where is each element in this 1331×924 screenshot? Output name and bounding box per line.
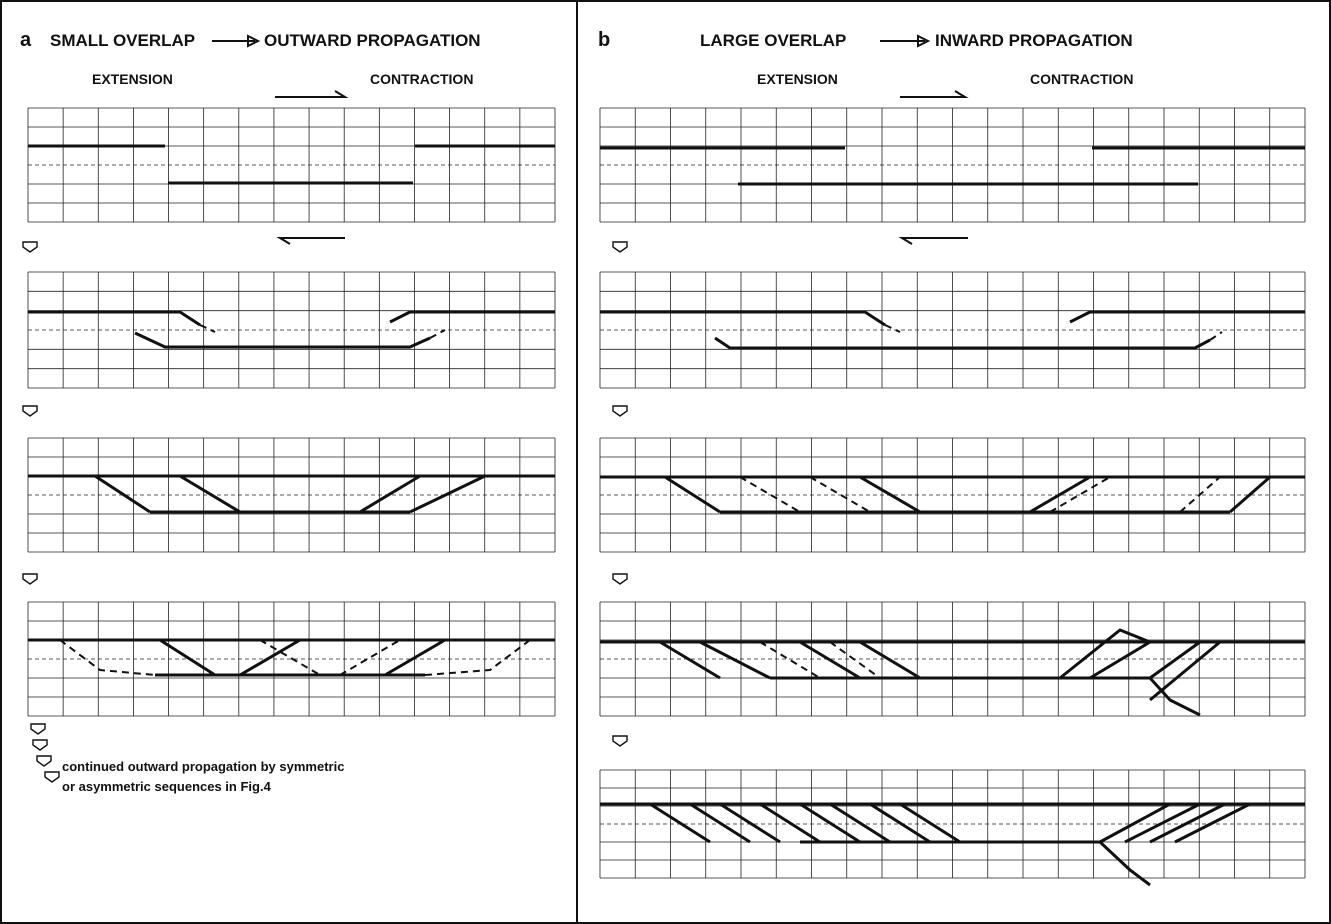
panel-letter: b [598, 29, 610, 51]
step-arrow [32, 739, 48, 751]
fault [1069, 310, 1305, 324]
fault [429, 329, 446, 339]
fault [714, 336, 1211, 350]
side-label: EXTENSION [757, 71, 838, 87]
panel-title: INWARD PROPAGATION [935, 31, 1133, 50]
note: continued outward propagation by symmetr… [62, 759, 344, 774]
fault [739, 476, 801, 513]
step-arrow [612, 241, 628, 253]
fault [829, 802, 891, 844]
note: or asymmetric sequences in Fig.4 [62, 779, 272, 794]
fault [359, 474, 421, 514]
side-label: CONTRACTION [1030, 71, 1133, 87]
panel-letter: a [20, 29, 32, 51]
slip-arrow [276, 237, 345, 245]
fault [699, 640, 771, 680]
fault [664, 475, 721, 514]
side-label: CONTRACTION [370, 71, 473, 87]
fault [1089, 640, 1151, 680]
fault [159, 638, 216, 677]
fault [1098, 840, 1151, 887]
fault [1148, 676, 1201, 717]
step-arrow [22, 241, 38, 253]
fault [1059, 628, 1151, 680]
fault [809, 476, 871, 513]
fault [409, 474, 486, 514]
fault [389, 310, 555, 324]
fault [424, 639, 531, 676]
fault [689, 802, 751, 844]
fault [179, 474, 241, 514]
fault [1209, 331, 1223, 341]
fault [1174, 802, 1251, 844]
fault [28, 310, 201, 327]
fault [1149, 640, 1201, 680]
fault [339, 639, 401, 676]
fault [384, 638, 446, 677]
fault [899, 802, 961, 844]
fault [1099, 802, 1171, 844]
fault [869, 802, 931, 844]
fault [600, 310, 886, 327]
fault [884, 324, 901, 333]
step-arrow [22, 405, 38, 417]
step-arrow [612, 405, 628, 417]
fault [239, 638, 301, 677]
fault [1124, 802, 1201, 844]
fault [1179, 476, 1221, 513]
slip-arrow [898, 237, 968, 245]
title-arrow [212, 34, 261, 48]
step-arrow [30, 723, 46, 735]
fault [59, 639, 156, 676]
panel-title: OUTWARD PROPAGATION [264, 31, 481, 50]
step-arrow [612, 735, 628, 747]
fault [799, 802, 861, 844]
side-label: EXTENSION [92, 71, 173, 87]
panel-title: LARGE OVERLAP [700, 31, 846, 50]
fault [719, 802, 781, 844]
fault [649, 802, 711, 844]
fault [94, 474, 151, 514]
step-arrow [22, 573, 38, 585]
fault [859, 640, 921, 680]
fault [859, 475, 921, 514]
fault [1149, 802, 1226, 844]
fault [799, 640, 861, 680]
fault [659, 640, 721, 680]
fault [829, 641, 881, 679]
fault [1029, 475, 1091, 514]
fault [199, 324, 216, 333]
panel-title: SMALL OVERLAP [50, 31, 195, 50]
step-arrow [36, 755, 52, 767]
fault [1229, 475, 1271, 514]
step-arrow [612, 573, 628, 585]
fault [759, 802, 821, 844]
fault [134, 331, 431, 349]
step-arrow [44, 771, 60, 783]
slip-arrow [900, 90, 969, 98]
title-arrow [880, 34, 931, 48]
slip-arrow [275, 90, 349, 98]
